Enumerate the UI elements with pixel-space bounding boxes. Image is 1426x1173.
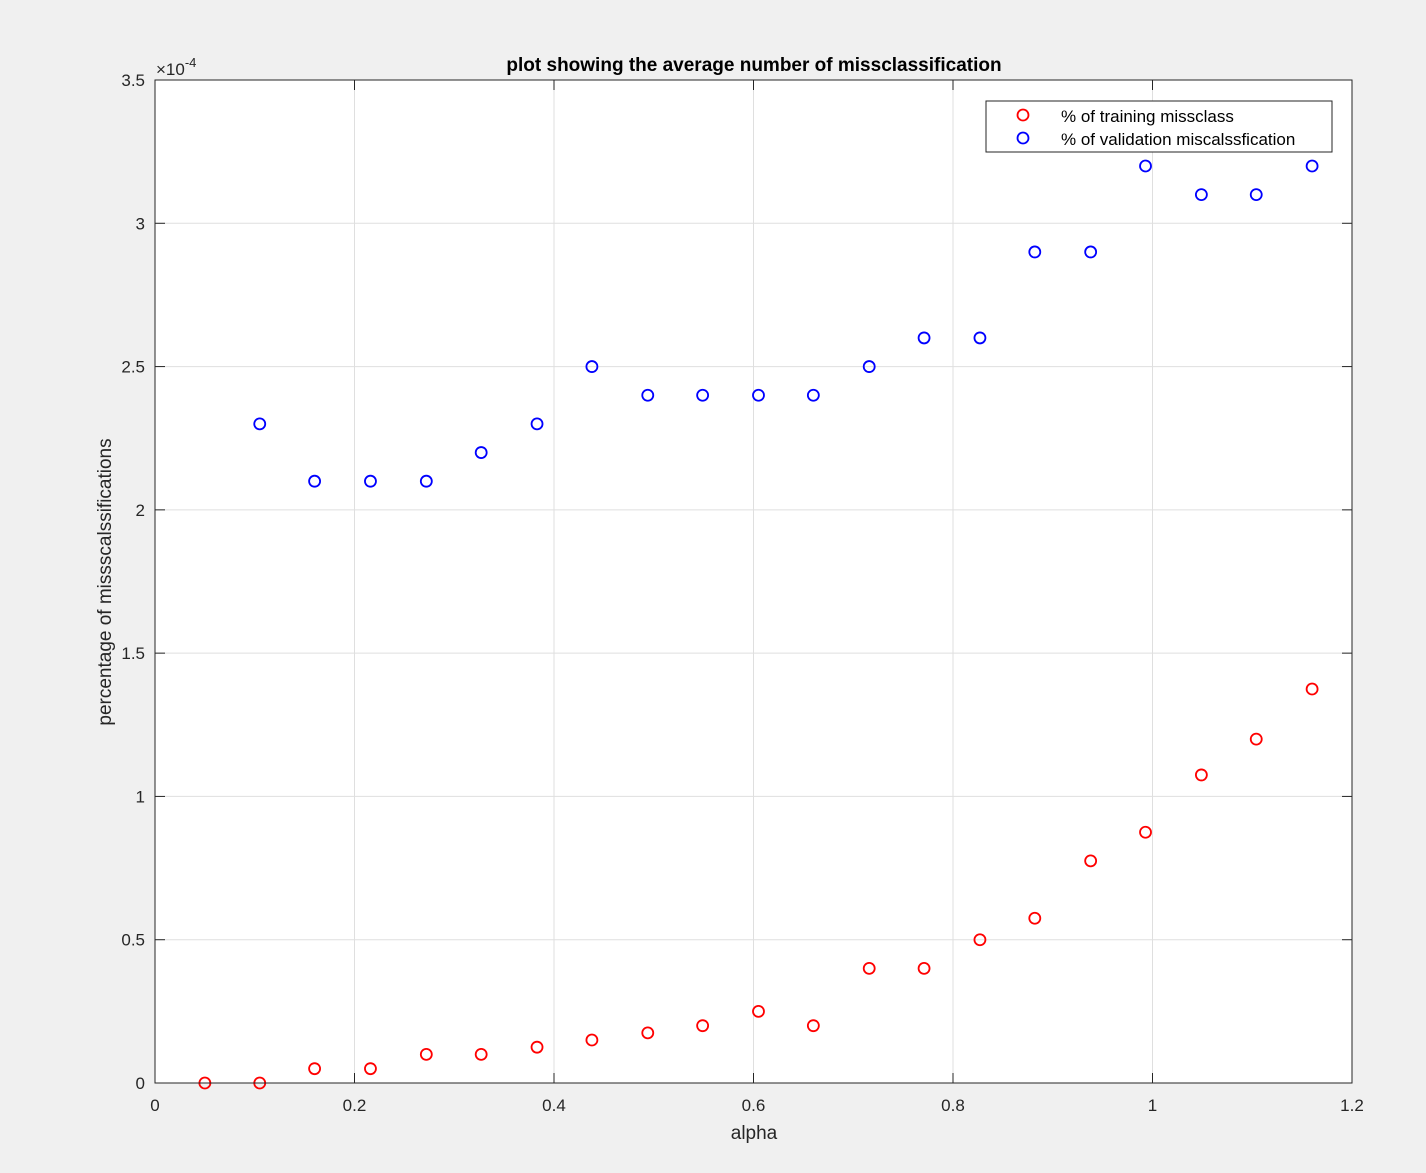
validation-point [1305, 159, 1319, 173]
y-tick-label: 3.5 [121, 71, 145, 90]
training-point [1028, 911, 1042, 925]
validation-point [1249, 188, 1263, 202]
plot-frame [154, 79, 1353, 1084]
training-point [530, 1040, 544, 1054]
x-tick-label: 1.2 [1340, 1096, 1364, 1115]
training-point [641, 1026, 655, 1040]
validation-point [806, 388, 820, 402]
y-tick-label: 0.5 [121, 931, 145, 950]
validation-point [862, 360, 876, 373]
validation-point [308, 474, 322, 488]
x-axis-label: alpha [731, 1123, 778, 1144]
training-point [1249, 732, 1263, 746]
validation-point [419, 474, 433, 488]
training-point [862, 961, 876, 975]
x-tick-label: 0.8 [941, 1096, 965, 1115]
training-point [364, 1062, 377, 1076]
training-point [419, 1047, 433, 1061]
validation-point [917, 331, 931, 345]
y-tick-label: 1.5 [121, 644, 145, 663]
validation-point [530, 417, 544, 431]
training-point [752, 1004, 765, 1018]
validation-point [696, 388, 710, 402]
data-points [198, 159, 1319, 1090]
x-tick-label: 0 [150, 1096, 159, 1115]
training-point [1084, 854, 1098, 868]
training-point [585, 1033, 599, 1047]
training-point [973, 933, 987, 947]
training-point [1194, 768, 1208, 782]
validation-point [1194, 188, 1208, 202]
training-point [806, 1019, 820, 1033]
training-point [1139, 825, 1152, 839]
y-exponent-power: -4 [185, 55, 197, 70]
x-tick-label: 0.2 [343, 1096, 367, 1115]
grid-lines [155, 80, 1352, 1083]
validation-point [364, 474, 377, 488]
y-tick-label: 2.5 [121, 358, 145, 377]
legend-marker-training [1016, 108, 1030, 122]
training-point [696, 1019, 710, 1033]
y-tick-label: 0 [136, 1074, 145, 1093]
legend-marker-validation [1016, 131, 1030, 145]
validation-point [1084, 245, 1098, 259]
validation-point [973, 331, 987, 345]
y-exponent-base: ×10 [156, 60, 185, 79]
x-tick-label: 1 [1148, 1096, 1157, 1115]
y-exponent-label: ×10-4 [156, 55, 196, 79]
training-point [917, 961, 931, 975]
x-axis-ticks: 0 0.2 0.4 0.6 0.8 1 1.2 [150, 80, 1364, 1115]
validation-point [641, 388, 655, 402]
y-axis-label: percentage of missscalssifications [95, 438, 116, 725]
legend[interactable]: % of training missclass % of validation … [985, 100, 1333, 153]
training-point [474, 1047, 488, 1061]
legend-box [985, 100, 1333, 153]
chart-title: plot showing the average number of missc… [506, 55, 1001, 76]
y-tick-label: 2 [136, 501, 145, 520]
validation-point [585, 360, 599, 373]
validation-point [253, 417, 267, 431]
training-point [1305, 682, 1319, 696]
validation-point [474, 446, 488, 459]
y-tick-label: 1 [136, 787, 145, 806]
legend-label-validation: % of validation miscalssfication [1061, 130, 1295, 149]
validation-point [752, 388, 765, 402]
training-point [308, 1062, 322, 1076]
legend-label-training: % of training missclass [1061, 107, 1234, 126]
y-tick-label: 3 [136, 214, 145, 233]
validation-point [1139, 159, 1152, 173]
x-tick-label: 0.4 [542, 1096, 566, 1115]
x-tick-label: 0.6 [742, 1096, 766, 1115]
validation-point [1028, 245, 1042, 259]
